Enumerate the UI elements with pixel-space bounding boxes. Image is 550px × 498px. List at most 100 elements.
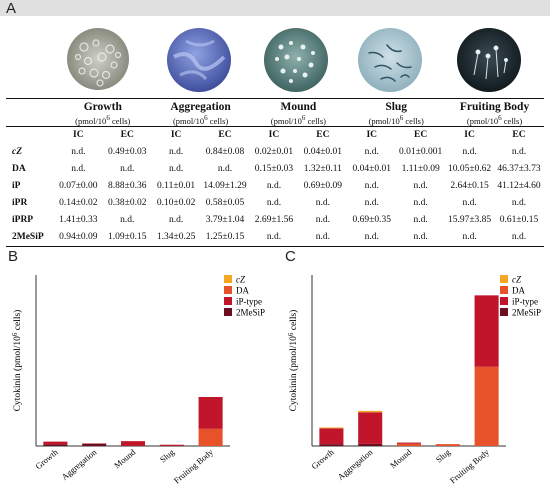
chart-b-legend-label: iP-type: [236, 297, 262, 307]
panel-b-label: B: [8, 248, 19, 265]
chart-b-y-axis-label: Cytokinin (pmol/106 cells): [11, 310, 23, 412]
chart-b-legend-swatch: [224, 275, 232, 283]
cytokinin-table: Growth Aggregation Mound Slug Fruiting B…: [6, 98, 544, 247]
chart-c-bar-aggregation-2mesip: [358, 443, 383, 446]
table-cell: n.d.: [413, 181, 428, 192]
chart-c-legend-swatch: [500, 275, 508, 283]
table-row: DA n.d. n.d. n.d. n.d. 0.15±0.03 1.32±0.11 0.04…: [6, 161, 544, 178]
fruiting-body-stage-image: [457, 28, 521, 92]
chart-b-legend-label: cZ: [236, 275, 246, 285]
table-cell: n.d.: [120, 215, 135, 226]
table-cell: n.d.: [364, 181, 379, 192]
chart-c-legend-label: cZ: [512, 275, 522, 285]
stage-header-mound: Mound: [249, 98, 348, 114]
table-cell: 1.09±0.15: [102, 228, 152, 247]
chart-b-legend-swatch: [224, 308, 232, 316]
table-cell: 0.14±0.02: [59, 198, 98, 209]
slug-stage-image: [358, 28, 422, 92]
chart-c-bar-slug-da: [435, 444, 460, 446]
table-cell: 1.32±0.11: [303, 164, 342, 175]
unit-row: (pmol/106 cells) (pmol/106 cells) (pmol/…: [6, 114, 544, 126]
chart-c-bar-mound-da: [396, 443, 422, 446]
table-row: iPRP 1.41±0.33 n.d. n.d. 3.79±1.04 2.69±1.56 n…: [6, 212, 544, 229]
stage-header-slug: Slug: [347, 98, 446, 114]
table-cell: 0.49±0.03: [107, 147, 147, 158]
table-cell: n.d.: [494, 228, 544, 247]
panel-a-label: A: [6, 0, 17, 17]
table-row: iP 0.07±0.00 8.88±0.36 0.11±0.01 14.09±1.29 n…: [6, 178, 544, 195]
table-cell: n.d.: [71, 164, 86, 175]
table-cell: n.d.: [249, 228, 299, 247]
chart-b-x-tick-label: Aggregation: [60, 446, 100, 481]
unit-label: (pmol/106 cells): [270, 114, 327, 126]
table-cell: 14.09±1.29: [203, 181, 247, 192]
table-cell: n.d.: [217, 164, 233, 175]
table-cell: 0.84±0.08: [205, 147, 245, 158]
row-label: 2MeSiP: [6, 228, 54, 247]
table-cell: 0.11±0.01: [157, 181, 196, 192]
table-cell: 8.88±0.36: [107, 181, 147, 192]
stage-header-row: Growth Aggregation Mound Slug Fruiting B…: [6, 98, 544, 114]
chart-c-legend-swatch: [500, 297, 508, 305]
stage-header-growth: Growth: [53, 98, 152, 114]
table-cell: n.d.: [511, 147, 527, 158]
table-cell: 46.37±3.73: [497, 164, 541, 175]
chart-b-legend-label: DA: [236, 286, 249, 296]
table-cell: 0.61±0.15: [499, 215, 539, 226]
table-cell: 0.38±0.02: [107, 198, 147, 209]
chart-c-x-tick-label: Fruiting Body: [448, 446, 492, 485]
table-cell: n.d.: [168, 147, 184, 158]
subheader-ec: EC: [102, 125, 152, 144]
chart-c-legend-swatch: [500, 308, 508, 316]
table-body: cZ n.d. 0.49±0.03 n.d. 0.84±0.08 0.02±0.01 0.0…: [6, 144, 544, 247]
subheader-ic: IC: [445, 125, 495, 144]
table-cell: n.d.: [266, 181, 282, 192]
chart-c-bar-aggregation-cz: [358, 410, 383, 413]
table-cell: 41.12±4.60: [497, 181, 541, 192]
table-cell: n.d.: [120, 164, 135, 175]
table-cell: n.d.: [445, 228, 495, 247]
aggregation-stage-image: [167, 28, 231, 92]
table-cell: 1.11±0.09: [401, 164, 440, 175]
row-label: iPRP: [12, 215, 34, 226]
table-row: iPR 0.14±0.02 0.38±0.02 0.10±0.02 0.58±0.05 n…: [6, 195, 544, 212]
chart-b-legend-swatch: [224, 286, 232, 294]
chart-c-extracellular: Cytokinin (pmol/106 cells) Growth Aggregat…: [287, 275, 541, 486]
chart-c-bar-mound-ip-type: [396, 442, 422, 444]
chart-b-bar-fruiting-body-da: [198, 428, 223, 446]
chart-c-x-tick-label: Growth: [309, 446, 336, 471]
table-cell: n.d.: [462, 147, 477, 158]
unit-label: (pmol/106 cells): [75, 114, 131, 126]
chart-c-x-tick-label: Slug: [434, 446, 453, 464]
chart-c-bar-fruiting-body-da: [474, 366, 499, 446]
subheader-ec: EC: [298, 125, 348, 144]
stage-header-aggregation: Aggregation: [151, 98, 250, 114]
chart-b-x-tick-label: Growth: [33, 446, 60, 471]
subheader-ec: EC: [494, 125, 544, 144]
table-cell: 0.58±0.05: [205, 198, 245, 209]
chart-c-bar-fruiting-body-ip-type: [474, 295, 499, 367]
table-cell: n.d.: [364, 198, 379, 209]
chart-b-bar-slug-ip-type: [159, 444, 184, 446]
table-cell: 10.05±0.62: [447, 164, 492, 175]
chart-b-x-tick-label: Mound: [112, 446, 138, 470]
table-cell: 1.41±0.33: [59, 215, 98, 226]
table-cell: n.d.: [168, 215, 184, 226]
table-cell: 0.02±0.01: [254, 147, 294, 158]
table-cell: n.d.: [298, 228, 348, 247]
row-label: DA: [12, 164, 26, 175]
table-cell: 0.01±0.001: [399, 147, 443, 158]
subheader-ic: IC: [347, 125, 397, 144]
ic-ec-header-row: IC EC IC EC IC EC IC EC IC EC: [6, 125, 544, 144]
row-label: iP: [12, 181, 21, 192]
mound-stage-image: [264, 28, 328, 92]
chart-b-legend-label: 2MeSiP: [236, 308, 265, 318]
chart-b-bar-fruiting-body-ip-type: [198, 396, 223, 429]
chart-c-legend-label: iP-type: [512, 297, 538, 307]
chart-b-x-tick-label: Slug: [158, 446, 177, 464]
table-cell: n.d.: [266, 198, 282, 209]
table-cell: n.d.: [168, 164, 184, 175]
subheader-ic: IC: [151, 125, 201, 144]
table-row: 2MeSiP 0.94±0.09 1.09±0.15 1.34±0.25 1.25±0.…: [6, 228, 544, 247]
panel-c-label: C: [285, 248, 296, 265]
